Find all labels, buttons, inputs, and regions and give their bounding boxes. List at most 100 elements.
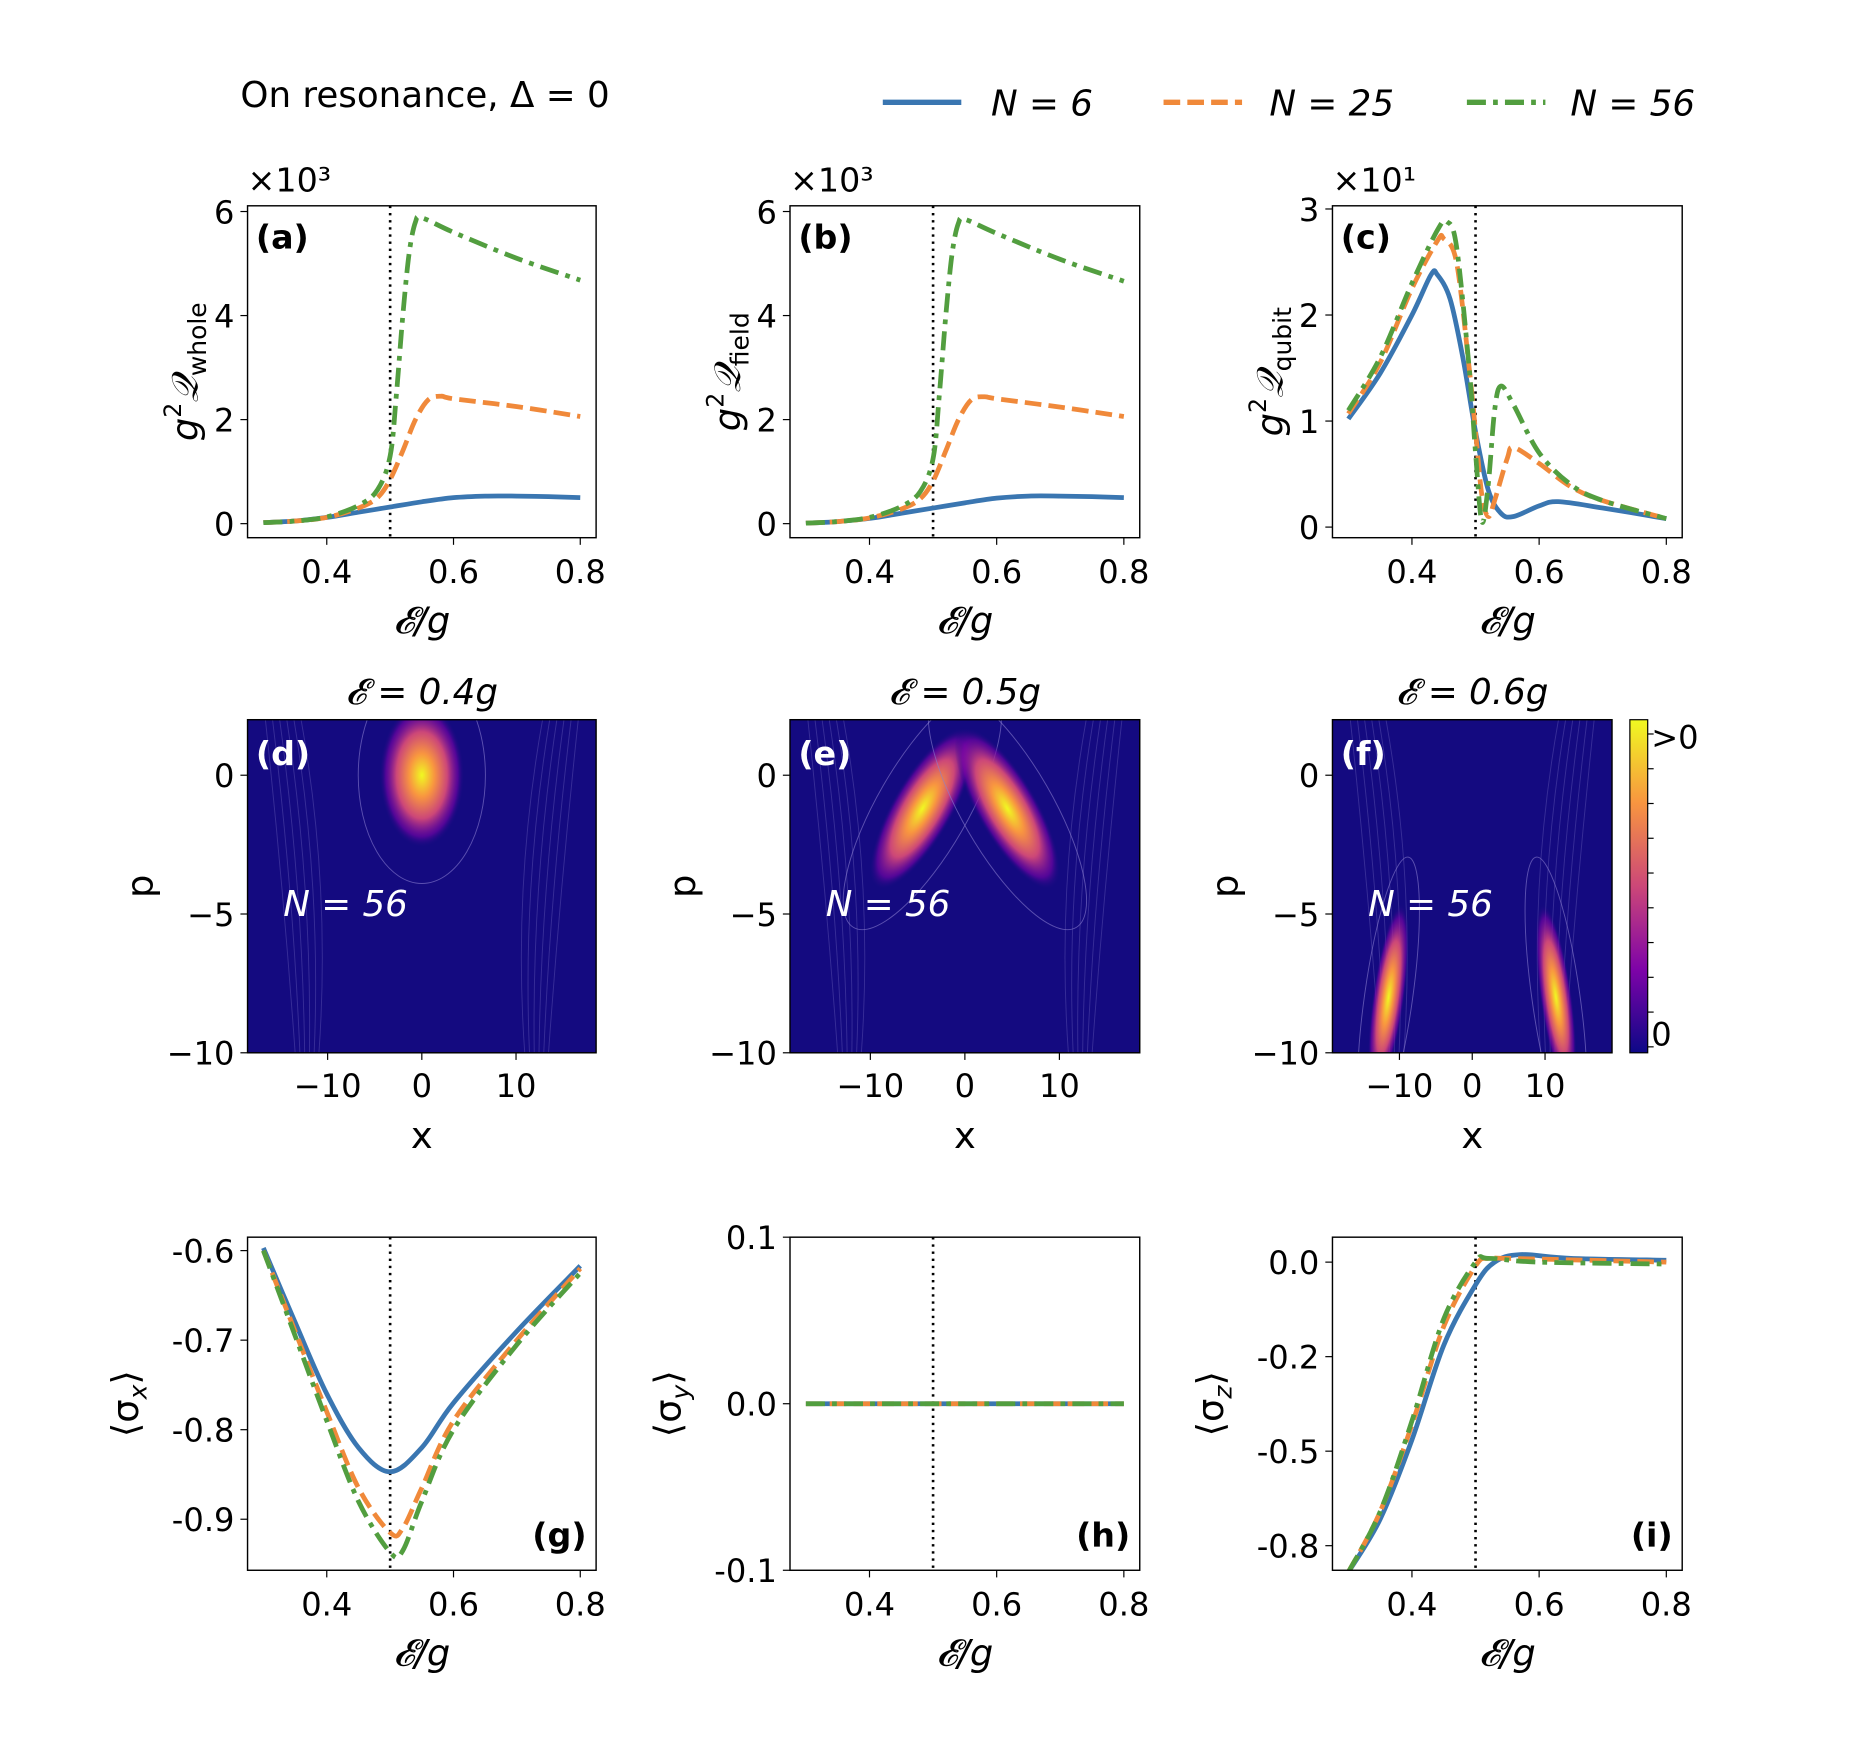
series-line-2 <box>263 393 581 525</box>
heatmap-layer <box>264 719 579 1053</box>
x-tick-label: 0.8 <box>555 553 606 591</box>
series-line-3 <box>1346 218 1667 525</box>
y-tick-label: -0.9 <box>172 1501 235 1539</box>
y-label-sub: y <box>666 1383 695 1400</box>
series-layer <box>1346 1252 1667 1571</box>
panel-d: 𝓔 = 0.4g N = 56 (d) −10 0 10 0 −5 −10 x p <box>118 672 597 1157</box>
contour-line <box>1064 719 1087 1053</box>
y-tick-label: -0.8 <box>1257 1528 1320 1566</box>
contour-line <box>1091 719 1123 1053</box>
axes-frame <box>246 1236 597 1571</box>
y-axis-label: ⟨σx⟩ <box>104 1370 152 1437</box>
panel-b: 0.4 0.6 0.8 0 2 4 6 𝓔/g g2𝒬field ×10³ (b) <box>701 161 1149 642</box>
contour-line <box>264 719 296 1053</box>
y-axis-label: ⟨σy⟩ <box>647 1370 695 1437</box>
series-layer <box>805 215 1125 526</box>
series-line-2 <box>1346 1255 1667 1571</box>
y-label-symbol: 𝒬 <box>706 361 749 393</box>
panel-title: 𝓔 = 0.6g <box>1396 672 1548 713</box>
y-tick-label: 2 <box>1299 297 1319 335</box>
x-axis-label: x <box>1461 1114 1483 1157</box>
x-tick-label: 0.4 <box>1386 1585 1437 1623</box>
y-label-symbol: 𝒬 <box>164 371 207 403</box>
series-layer <box>1346 218 1667 525</box>
y-label-base: g <box>1248 413 1291 436</box>
series-line-1 <box>261 1246 582 1475</box>
panel-f: 𝓔 = 0.6g N = 56 (f) −10 0 10 0 −5 −10 x p >0 0 <box>1203 672 1698 1157</box>
axis-multiplier: ×10¹ <box>1332 161 1416 200</box>
axes-frame <box>1331 1236 1683 1571</box>
y-tick-label: 0 <box>1299 509 1319 547</box>
series-line-3 <box>805 215 1125 526</box>
x-axis-label: 𝓔/g <box>393 599 450 642</box>
series-line-1 <box>1346 268 1667 521</box>
y-label-end: ⟩ <box>104 1370 147 1384</box>
y-label-end: ⟩ <box>647 1370 690 1384</box>
panel-a: 0.4 0.6 0.8 0 2 4 6 𝓔/g g2𝒬whole ×10³ (a) <box>159 161 606 642</box>
y-label-base: g <box>706 408 749 431</box>
contour-line <box>1071 719 1094 1053</box>
wigner-peak <box>869 727 976 890</box>
panel-i: 0.4 0.6 0.8 0.0 -0.2 -0.5 -0.8 𝓔/g ⟨σz⟩ (i) <box>1189 1236 1692 1674</box>
y-tick-label: 0 <box>756 757 776 795</box>
y-tick-label: 1 <box>1299 403 1319 441</box>
series-line-1 <box>1346 1252 1667 1571</box>
y-axis-label: g2𝒬qubit <box>1244 307 1297 436</box>
y-label-sup: 2 <box>701 393 729 408</box>
y-tick-label: 6 <box>214 193 234 231</box>
y-label-end: ⟩ <box>1189 1371 1232 1385</box>
y-tick-label: −10 <box>709 1035 777 1073</box>
y-tick-label: −5 <box>187 896 234 934</box>
x-tick-label: 0 <box>1462 1067 1482 1105</box>
panel-label: (d) <box>256 734 310 773</box>
contour-line <box>548 719 579 1053</box>
x-axis-label: 𝓔/g <box>1479 599 1536 642</box>
axes-frame <box>246 718 597 1054</box>
contour-line <box>807 719 839 1053</box>
contour-line <box>286 719 311 1053</box>
x-tick-label: 0.6 <box>971 1585 1022 1623</box>
contour-line <box>1524 856 1588 1053</box>
legend-label-3: N = 56 <box>1570 83 1695 124</box>
x-tick-label: 10 <box>1525 1067 1566 1105</box>
y-label-sub: x <box>123 1384 152 1400</box>
x-tick-label: 0.8 <box>1641 1585 1692 1623</box>
y-label-symbol: 𝒬 <box>1248 366 1291 398</box>
annotation-label: N = 56 <box>1368 884 1493 925</box>
x-axis-label: x <box>954 1114 976 1157</box>
x-tick-label: 0.6 <box>1514 553 1565 591</box>
y-label-sub: whole <box>183 302 212 376</box>
contour-line <box>293 719 317 1053</box>
contour-line <box>821 719 848 1053</box>
y-tick-label: 0.0 <box>1268 1244 1319 1282</box>
y-tick-label: −5 <box>1272 896 1319 934</box>
contour-line <box>520 719 544 1053</box>
wigner-peak <box>1367 903 1410 1053</box>
y-label-sub: z <box>1208 1385 1237 1400</box>
y-tick-label: 4 <box>214 297 234 335</box>
y-tick-label: -0.6 <box>172 1233 235 1271</box>
axes-frame <box>789 718 1141 1054</box>
axes-frame <box>789 205 1141 539</box>
contour-line <box>272 719 301 1053</box>
y-axis-label: p <box>661 875 704 898</box>
contour-line <box>828 719 853 1053</box>
y-tick-label: 0 <box>756 506 776 544</box>
x-tick-label: 0.4 <box>301 1585 352 1623</box>
contour-line <box>1086 719 1116 1053</box>
y-label-base: ⟨σ <box>104 1399 147 1437</box>
contour-line <box>1077 719 1101 1053</box>
contour-line <box>300 719 323 1053</box>
series-line-3 <box>1346 1254 1667 1571</box>
y-tick-label: -0.2 <box>1257 1339 1320 1377</box>
axis-multiplier: ×10³ <box>248 161 332 200</box>
y-tick-label: 0 <box>1299 757 1319 795</box>
y-label-base: g <box>164 418 207 441</box>
y-axis-label: g2𝒬whole <box>159 302 212 441</box>
wigner-peak <box>379 719 465 848</box>
y-tick-label: -0.1 <box>714 1552 777 1590</box>
colorbar-gradient <box>1629 719 1649 1054</box>
x-axis-label: x <box>411 1114 433 1157</box>
contour-line <box>835 719 859 1053</box>
panel-label: (b) <box>798 218 852 257</box>
